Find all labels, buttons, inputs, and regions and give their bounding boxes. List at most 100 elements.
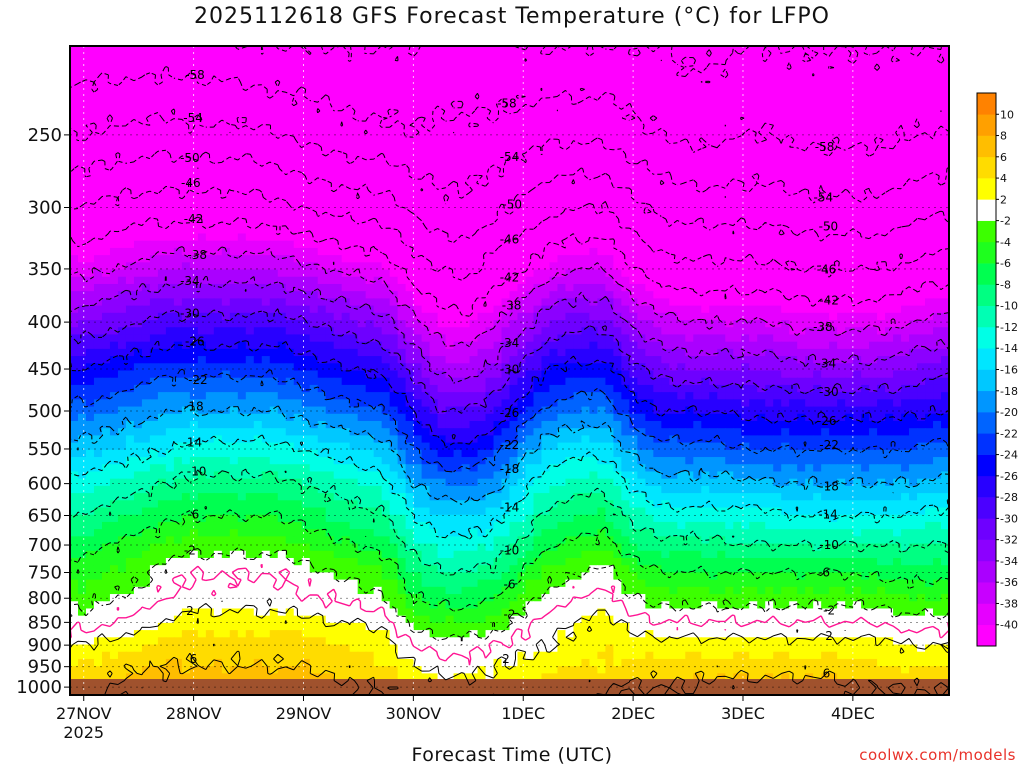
- field-cell: [421, 320, 431, 328]
- field-cell: [693, 132, 702, 141]
- field-cell: [637, 334, 646, 343]
- field-cell: [245, 226, 255, 235]
- field-cell: [517, 60, 527, 69]
- field-cell: [485, 89, 495, 98]
- field-cell: [237, 363, 247, 372]
- field-cell: [869, 334, 878, 343]
- field-cell: [837, 262, 846, 271]
- field-cell: [173, 175, 183, 184]
- field-cell: [677, 103, 686, 112]
- field-cell: [773, 356, 782, 364]
- field-cell: [757, 320, 766, 328]
- field-cell: [85, 190, 95, 199]
- credit-link[interactable]: coolwx.com/models: [859, 746, 1016, 764]
- field-cell: [157, 291, 167, 299]
- field-cell: [365, 320, 375, 328]
- field-cell: [685, 269, 694, 278]
- field-cell: [133, 89, 143, 98]
- field-cell: [533, 348, 543, 357]
- field-cell: [613, 233, 622, 242]
- field-cell: [341, 132, 351, 141]
- field-cell: [781, 276, 790, 285]
- field-cell: [189, 283, 199, 292]
- field-cell: [253, 139, 263, 148]
- field-cell: [245, 183, 255, 191]
- field-cell: [221, 125, 231, 134]
- field-cell: [261, 89, 271, 98]
- field-cell: [861, 190, 870, 199]
- field-cell: [157, 356, 167, 364]
- field-cell: [301, 89, 311, 98]
- field-cell: [933, 53, 942, 62]
- field-cell: [277, 96, 287, 105]
- field-cell: [525, 298, 535, 307]
- field-cell: [645, 103, 654, 112]
- field-cell: [853, 74, 862, 83]
- field-cell: [781, 53, 790, 62]
- field-cell: [733, 255, 742, 263]
- field-cell: [781, 118, 790, 126]
- field-cell: [709, 262, 718, 271]
- field-cell: [885, 255, 894, 263]
- field-cell: [389, 46, 399, 54]
- field-cell: [749, 341, 758, 350]
- field-cell: [869, 110, 878, 119]
- field-cell: [637, 74, 646, 83]
- field-cell: [341, 183, 351, 191]
- field-cell: [509, 283, 519, 292]
- field-cell: [77, 139, 87, 148]
- field-cell: [749, 269, 758, 278]
- field-cell: [717, 53, 726, 62]
- field-cell: [133, 154, 143, 162]
- field-cell: [429, 291, 439, 299]
- field-cell: [853, 233, 862, 242]
- field-cell: [77, 183, 87, 191]
- field-cell: [173, 118, 183, 126]
- field-cell: [301, 190, 311, 199]
- field-cell: [909, 240, 918, 249]
- field-cell: [861, 204, 870, 213]
- field-cell: [437, 96, 447, 105]
- field-cell: [589, 67, 598, 76]
- field-cell: [437, 276, 447, 285]
- field-cell: [381, 132, 391, 141]
- field-cell: [741, 226, 750, 235]
- field-cell: [117, 312, 127, 321]
- field-cell: [637, 125, 646, 134]
- field-cell: [853, 175, 862, 184]
- field-cell: [877, 204, 886, 213]
- field-cell: [421, 291, 431, 299]
- field-cell: [869, 53, 878, 62]
- field-cell: [893, 74, 902, 83]
- field-cell: [445, 262, 455, 271]
- field-cell: [197, 276, 207, 285]
- field-cell: [757, 334, 766, 343]
- field-cell: [109, 103, 119, 112]
- field-cell: [93, 118, 103, 126]
- field-cell: [413, 161, 423, 170]
- field-cell: [877, 276, 886, 285]
- field-cell: [221, 154, 231, 162]
- field-cell: [533, 96, 543, 105]
- field-cell: [741, 356, 750, 364]
- field-cell: [333, 110, 343, 119]
- field-cell: [885, 204, 894, 213]
- field-cell: [205, 327, 215, 336]
- field-cell: [597, 168, 606, 177]
- field-cell: [485, 341, 495, 350]
- field-cell: [821, 356, 830, 364]
- field-cell: [725, 146, 734, 155]
- field-cell: [309, 161, 319, 170]
- field-cell: [485, 334, 495, 343]
- field-cell: [885, 320, 894, 328]
- field-cell: [757, 255, 766, 263]
- field-cell: [293, 183, 303, 191]
- field-cell: [245, 161, 255, 170]
- field-cell: [517, 89, 527, 98]
- field-cell: [573, 327, 583, 336]
- field-cell: [77, 175, 87, 184]
- field-cell: [373, 103, 383, 112]
- field-cell: [661, 226, 670, 235]
- field-cell: [909, 103, 918, 112]
- field-cell: [773, 154, 782, 162]
